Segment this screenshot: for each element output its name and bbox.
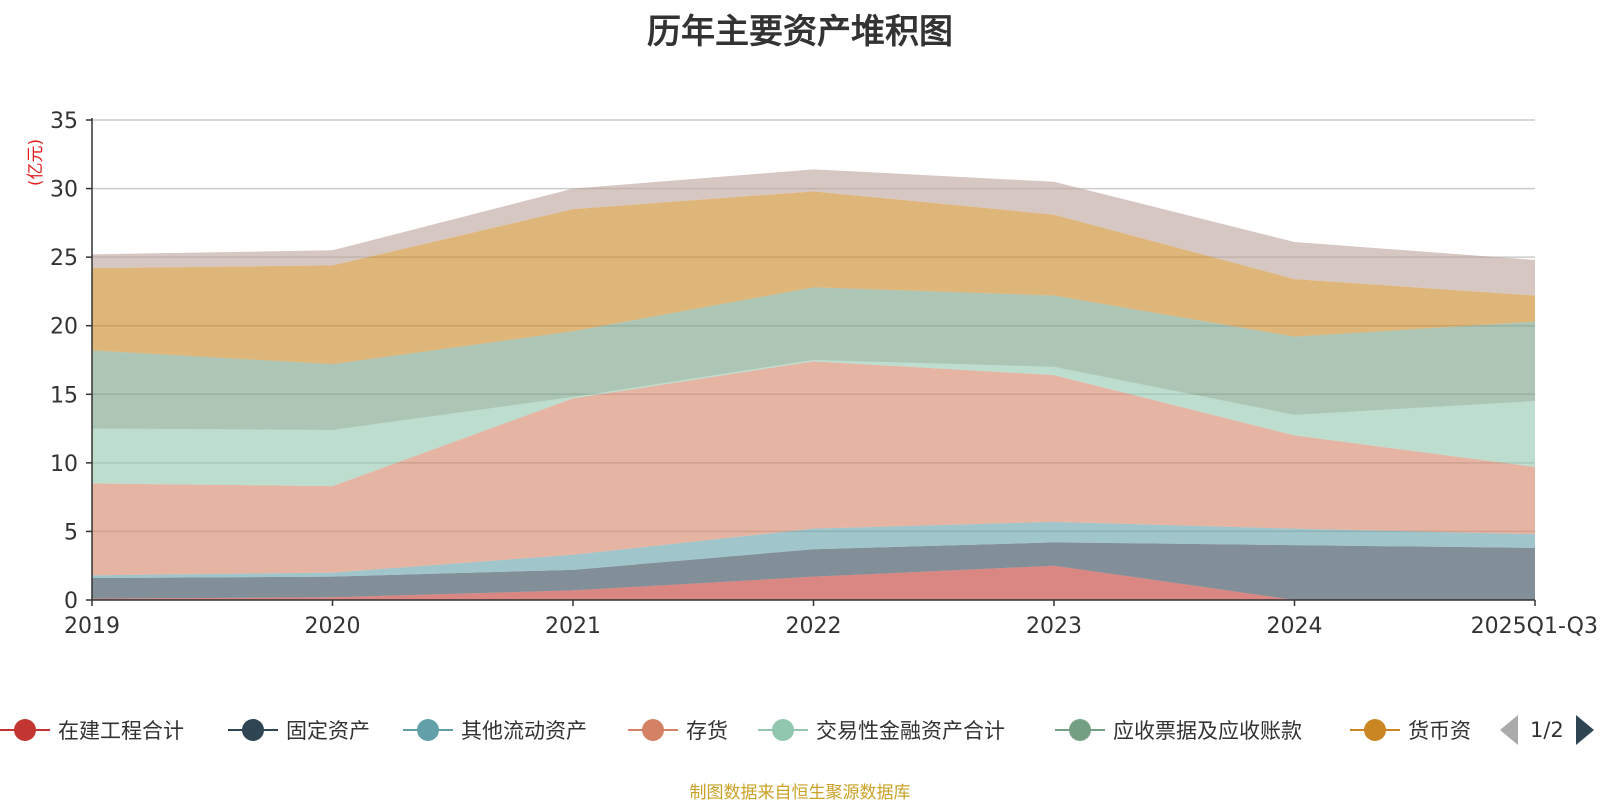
chart-area: 0 5 10 15 20 25 30 35 2019 2020 2021 2022 2023 2024 20…: [50, 109, 1598, 639]
x-tick-label-3: 2022: [786, 614, 842, 639]
area-series-4: [92, 360, 1535, 487]
legend-label: 应收票据及应收账款: [1113, 719, 1302, 743]
y-tick-label-20: 20: [50, 315, 78, 340]
y-tick-label-15: 15: [50, 383, 78, 408]
series-areas: [92, 169, 1535, 600]
legend-item-3[interactable]: 存货: [628, 712, 728, 748]
legend-marker-icon: [228, 712, 278, 748]
legend-item-5[interactable]: 应收票据及应收账款: [1055, 712, 1302, 748]
area-series-0: [92, 565, 1535, 600]
x-tick-label-0: 2019: [64, 614, 120, 639]
legend-pager: 1/2: [1500, 712, 1594, 748]
legend-label: 货币资: [1408, 719, 1471, 743]
legend-label: 其他流动资产: [461, 719, 587, 743]
axes: 0 5 10 15 20 25 30 35 2019 2020 2021 2022 2023 2024 20…: [50, 109, 1598, 639]
legend-marker-icon: [1350, 712, 1400, 748]
legend-prev-page-icon[interactable]: [1500, 715, 1518, 745]
area-series-3: [92, 361, 1535, 576]
legend-marker-icon: [628, 712, 678, 748]
chart-title: 历年主要资产堆积图: [647, 12, 953, 52]
legend-item-2[interactable]: 其他流动资产: [403, 712, 587, 748]
legend-marker-icon: [403, 712, 453, 748]
y-tick-label-5: 5: [64, 520, 78, 545]
y-tick-label-30: 30: [50, 178, 78, 203]
legend-label: 固定资产: [286, 719, 370, 743]
legend-item-0[interactable]: 在建工程合计: [0, 712, 184, 748]
legend-label: 存货: [686, 719, 728, 743]
legend-marker-icon: [1055, 712, 1105, 748]
x-tick-label-6: 2025Q1-Q3: [1471, 614, 1598, 639]
area-series-5: [92, 287, 1535, 430]
area-series-1: [92, 542, 1535, 600]
x-tick-label-4: 2023: [1026, 614, 1082, 639]
legend-label: 在建工程合计: [58, 719, 184, 743]
y-tick-label-0: 0: [64, 589, 78, 614]
x-tick-label-1: 2020: [305, 614, 361, 639]
legend-marker-icon: [758, 712, 808, 748]
legend-item-4[interactable]: 交易性金融资产合计: [758, 712, 1005, 748]
x-tick-label-2: 2021: [545, 614, 601, 639]
legend-page-indicator: 1/2: [1530, 718, 1564, 742]
area-series-6: [92, 191, 1535, 365]
y-tick-label-10: 10: [50, 452, 78, 477]
y-tick-label-25: 25: [50, 246, 78, 271]
legend-next-page-icon[interactable]: [1575, 715, 1594, 745]
legend-marker-icon: [0, 712, 50, 748]
data-source-note: 制图数据来自恒生聚源数据库: [689, 783, 911, 803]
legend-item-1[interactable]: 固定资产: [228, 712, 370, 748]
legend: 在建工程合计 固定资产 其他流动资产 存货 交易性金融资产合计 应收票据及应收账款 货币资: [0, 712, 1600, 748]
legend-item-6[interactable]: 货币资: [1350, 712, 1471, 748]
legend-label: 交易性金融资产合计: [816, 719, 1005, 743]
area-series-2: [92, 521, 1535, 579]
x-tick-label-5: 2024: [1267, 614, 1323, 639]
y-tick-label-35: 35: [50, 109, 78, 134]
area-series-7: [92, 169, 1535, 296]
